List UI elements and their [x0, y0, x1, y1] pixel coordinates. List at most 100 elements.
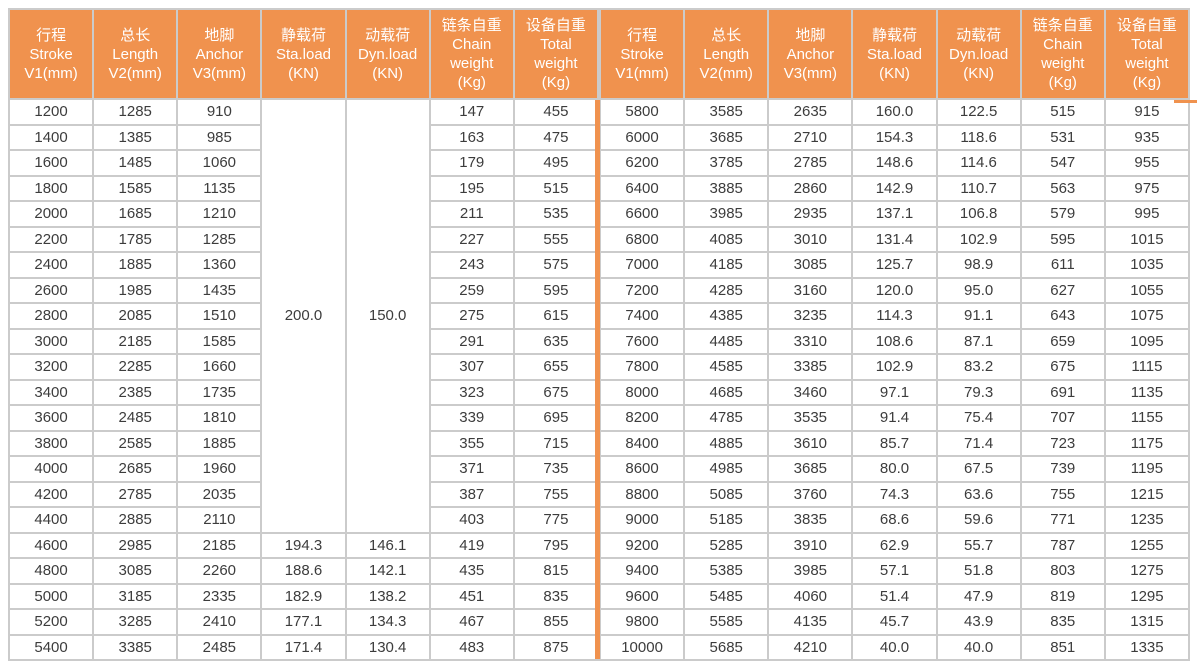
header-line: 动载荷: [956, 26, 1002, 44]
cell: 855: [512, 608, 600, 636]
cell: 87.1: [935, 327, 1022, 355]
cell: 102.9: [935, 225, 1022, 253]
cell: 5000: [7, 582, 95, 610]
cell: 985: [176, 123, 263, 151]
header-line: Stroke: [29, 45, 73, 63]
table-row: 4200 2785 2035 387 755: [7, 480, 600, 508]
cell: 110.7: [935, 174, 1022, 202]
table-row: 9400 5385 3985 57.1 51.8 803 1275: [598, 557, 1191, 585]
cell: 9000: [598, 506, 686, 534]
cell: 3785: [683, 149, 770, 177]
cell: 63.6: [935, 480, 1022, 508]
cell: 4285: [683, 276, 770, 304]
cell: 120.0: [851, 276, 938, 304]
cell: 2000: [7, 200, 95, 228]
cell: 935: [1103, 123, 1191, 151]
cell: 1175: [1103, 429, 1191, 457]
header-line: Length: [703, 45, 750, 63]
cell: 147: [428, 98, 515, 126]
cell: 1200: [7, 98, 95, 126]
column-header-length: 总长 Length V2(mm): [92, 8, 179, 100]
cell: 4210: [767, 633, 854, 661]
cell: 2335: [176, 582, 263, 610]
cell: 130.4: [344, 633, 431, 661]
cell: 1285: [176, 225, 263, 253]
cell: 227: [428, 225, 515, 253]
cell: 51.8: [935, 557, 1022, 585]
cell: 4200: [7, 480, 95, 508]
cell: 2110: [176, 506, 263, 534]
column-header-stroke: 行程 Stroke V1(mm): [598, 8, 686, 100]
cell: 195: [428, 174, 515, 202]
cell: 3600: [7, 404, 95, 432]
cell: 2485: [176, 633, 263, 661]
header-line: weight: [1125, 55, 1169, 72]
cell: 138.2: [344, 582, 431, 610]
cell: 1800: [7, 174, 95, 202]
cell: 755: [1019, 480, 1106, 508]
header-row: 行程 Stroke V1(mm) 总长 Length V2(mm) 地脚 Anchor V3(m…: [7, 8, 600, 100]
header-line: weight: [534, 55, 578, 72]
cell: 3185: [92, 582, 179, 610]
table-row: 3400 2385 1735 323 675: [7, 378, 600, 406]
cell: 182.9: [260, 582, 347, 610]
cell: 5185: [683, 506, 770, 534]
cell: 3400: [7, 378, 95, 406]
cell: 4985: [683, 455, 770, 483]
cell: 483: [428, 633, 515, 661]
cell: 211: [428, 200, 515, 228]
column-header-chain-weight: 链条自重 Chain weight (Kg): [428, 8, 515, 100]
cell: 1810: [176, 404, 263, 432]
cell: 160.0: [851, 98, 938, 126]
cell: 55.7: [935, 531, 1022, 559]
cell: 3585: [683, 98, 770, 126]
cell: 1135: [176, 174, 263, 202]
cell: 2685: [92, 455, 179, 483]
header-line: 静载荷: [871, 26, 917, 44]
cell: 1315: [1103, 608, 1191, 636]
cell: 2935: [767, 200, 854, 228]
cell: 91.4: [851, 404, 938, 432]
cell: 815: [512, 557, 600, 585]
cell: 148.6: [851, 149, 938, 177]
cell: 451: [428, 582, 515, 610]
cell: 3885: [683, 174, 770, 202]
cell: 75.4: [935, 404, 1022, 432]
table-body-left: 1200 1285 910 200.0 150.0 147 455 1400 1385 985 16…: [7, 98, 600, 661]
cell: 2035: [176, 480, 263, 508]
cell: 851: [1019, 633, 1106, 661]
cell: 1335: [1103, 633, 1191, 661]
cell: 1015: [1103, 225, 1191, 253]
table-row: 1200 1285 910 200.0 150.0 147 455: [7, 98, 600, 534]
cell: 3910: [767, 531, 854, 559]
cell: 819: [1019, 582, 1106, 610]
cell: 1195: [1103, 455, 1191, 483]
cell: 62.9: [851, 531, 938, 559]
cell: 595: [512, 276, 600, 304]
header-line: Anchor: [195, 45, 244, 63]
cell: 691: [1019, 378, 1106, 406]
cell: 1960: [176, 455, 263, 483]
cell: 739: [1019, 455, 1106, 483]
cell: 6800: [598, 225, 686, 253]
cell: 154.3: [851, 123, 938, 151]
table-row: 9000 5185 3835 68.6 59.6 771 1235: [598, 506, 1191, 534]
cell: 771: [1019, 506, 1106, 534]
cell: 3160: [767, 276, 854, 304]
column-header-dyn-load: 动载荷 Dyn.load (KN): [935, 8, 1022, 100]
cell: 4400: [7, 506, 95, 534]
cell: 715: [512, 429, 600, 457]
cell: 57.1: [851, 557, 938, 585]
cell: 5585: [683, 608, 770, 636]
cell: 2860: [767, 174, 854, 202]
cell: 2885: [92, 506, 179, 534]
column-header-sta-load: 静载荷 Sta.load (KN): [260, 8, 347, 100]
cell: 371: [428, 455, 515, 483]
cell: 4085: [683, 225, 770, 253]
cell: 467: [428, 608, 515, 636]
cell: 615: [512, 302, 600, 330]
cell: 3760: [767, 480, 854, 508]
cell: 2385: [92, 378, 179, 406]
cell: 455: [512, 98, 600, 126]
cell: 2185: [176, 531, 263, 559]
